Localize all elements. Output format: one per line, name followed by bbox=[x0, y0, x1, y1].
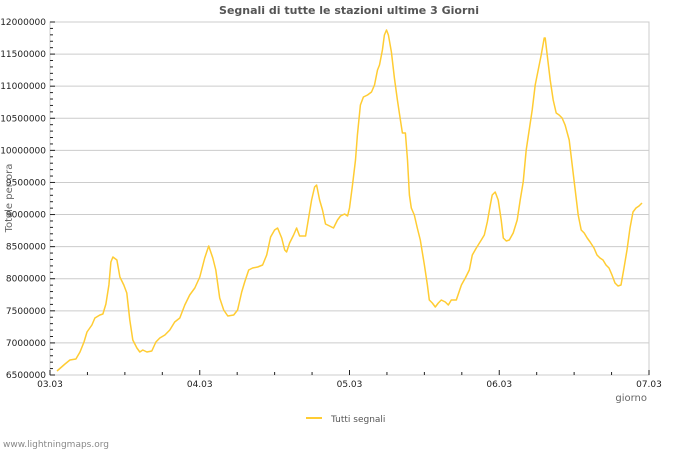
x-axis-title: giorno bbox=[615, 393, 647, 404]
y-tick-label: 9500000 bbox=[6, 178, 46, 188]
y-tick-label: 8000000 bbox=[6, 275, 46, 285]
x-tick-label: 06.03 bbox=[486, 380, 512, 390]
y-tick-label: 12000000 bbox=[0, 18, 46, 28]
y-tick-label: 11500000 bbox=[0, 50, 46, 60]
legend-label: Tutti segnali bbox=[330, 415, 385, 425]
y-tick-label: 9000000 bbox=[6, 211, 46, 221]
y-tick-label: 8500000 bbox=[6, 243, 46, 253]
y-tick-label: 7000000 bbox=[6, 339, 46, 349]
y-tick-label: 11000000 bbox=[0, 82, 46, 92]
y-tick-label: 6500000 bbox=[6, 371, 46, 381]
grid-lines bbox=[50, 53, 649, 344]
y-axis-labels: 6500000 7000000 7500000 8000000 8500000 90000… bbox=[0, 18, 46, 381]
chart-title: Segnali di tutte le stazioni ultime 3 Gi… bbox=[219, 4, 479, 17]
plot-border bbox=[49, 21, 650, 376]
footer-site: www.lightningmaps.org bbox=[3, 440, 109, 450]
x-axis-labels: 03.03 04.03 05.03 06.03 07.03 bbox=[37, 380, 662, 390]
y-tick-label: 10500000 bbox=[0, 114, 46, 124]
x-tick-label: 05.03 bbox=[337, 380, 363, 390]
y-tick-label: 10000000 bbox=[0, 146, 46, 156]
y-axis-title: Totale per ora bbox=[4, 164, 15, 234]
x-tick-label: 03.03 bbox=[37, 380, 63, 390]
axis-ticks bbox=[49, 21, 650, 376]
series-line-tutti-segnali bbox=[56, 29, 643, 372]
x-tick-label: 07.03 bbox=[636, 380, 662, 390]
x-tick-label: 04.03 bbox=[187, 380, 213, 390]
y-tick-label: 7500000 bbox=[6, 307, 46, 317]
